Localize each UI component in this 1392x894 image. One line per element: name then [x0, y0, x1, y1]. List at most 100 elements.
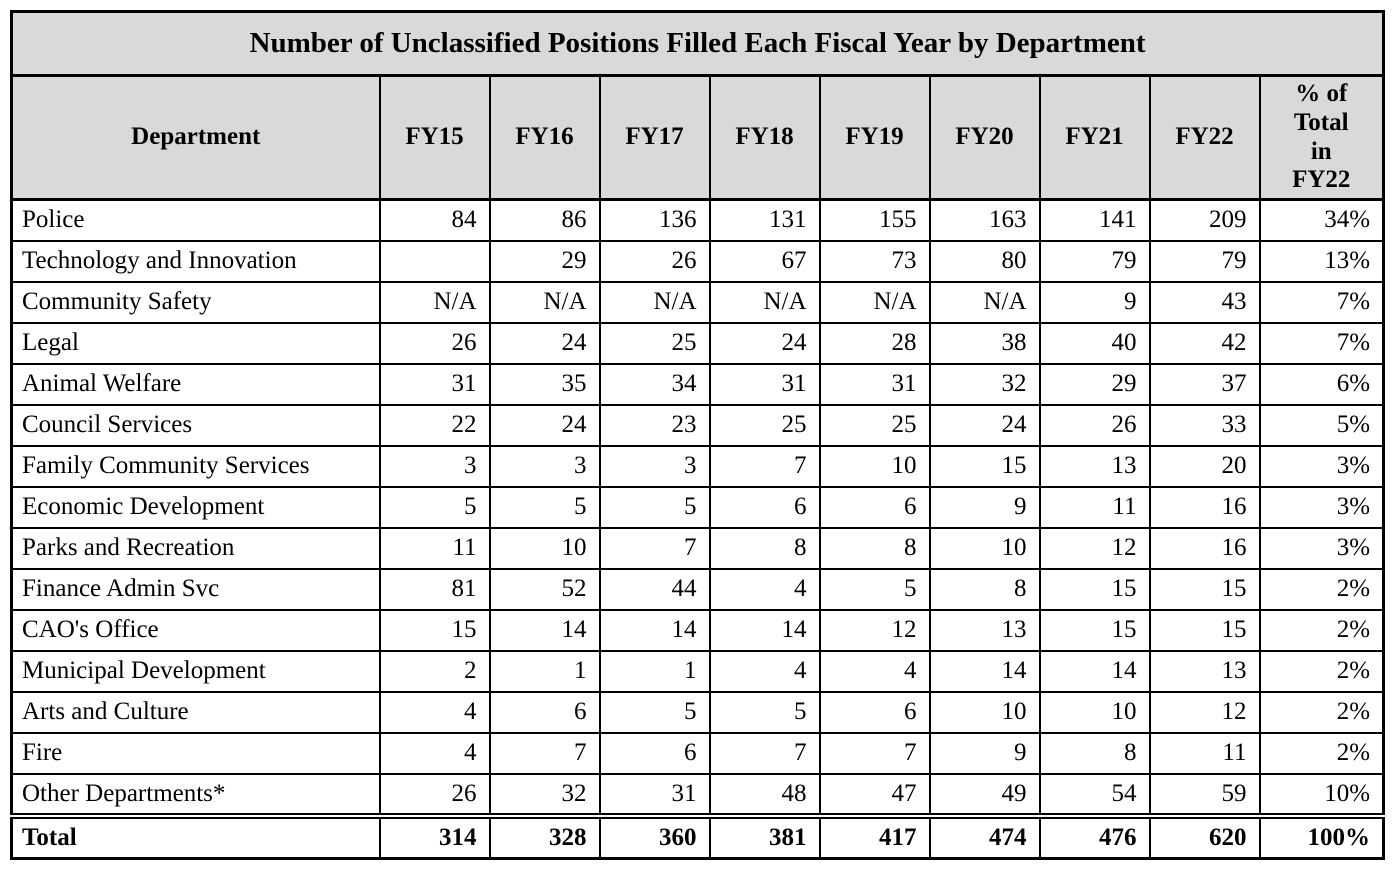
value-cell: 28 — [818, 321, 931, 365]
total-value-cell: 381 — [708, 812, 821, 859]
value-cell: 6 — [818, 690, 931, 734]
value-cell: 14 — [708, 608, 821, 652]
total-label-cell: Total — [10, 812, 381, 859]
total-value-cell: 360 — [598, 812, 711, 859]
value-cell: 25 — [818, 403, 931, 447]
value-cell: 15 — [1148, 567, 1261, 611]
value-cell: 33 — [1148, 403, 1261, 447]
value-cell: 5 — [818, 567, 931, 611]
department-cell: Finance Admin Svc — [10, 567, 381, 611]
value-cell: 12 — [1148, 690, 1261, 734]
value-cell: 52 — [488, 567, 601, 611]
table-row: Community Safety N/A N/A N/A N/A N/A N/A 9 43 7% — [10, 280, 1385, 324]
value-cell: 9 — [928, 485, 1041, 529]
value-cell: 86 — [488, 198, 601, 242]
table-row: Other Departments* 26 32 31 48 47 49 54 59 10% — [10, 772, 1385, 817]
value-cell: 10 — [928, 690, 1041, 734]
table-row: Technology and Innovation 29 26 67 73 80 79 79 1… — [10, 239, 1385, 283]
value-cell: 141 — [1038, 198, 1151, 242]
table-row: Economic Development 5 5 5 6 6 9 11 16 3% — [10, 485, 1385, 529]
value-cell: N/A — [598, 280, 711, 324]
value-cell: N/A — [488, 280, 601, 324]
value-cell: 32 — [488, 772, 601, 817]
header-row: Department FY15 FY16 FY17 FY18 FY19 FY20 FY21 FY… — [10, 74, 1385, 201]
value-cell: 6 — [488, 690, 601, 734]
total-value-cell: 314 — [378, 812, 491, 859]
col-header-pct-of-total: % of Total in FY22 — [1258, 74, 1385, 201]
value-cell: 81 — [378, 567, 491, 611]
value-cell — [378, 239, 491, 283]
department-cell: Parks and Recreation — [10, 526, 381, 570]
table-total: Total 314 328 360 381 417 474 476 620 100% — [10, 812, 1385, 859]
value-cell: 31 — [818, 362, 931, 406]
department-cell: Other Departments* — [10, 772, 381, 817]
value-cell: 42 — [1148, 321, 1261, 365]
table-title: Number of Unclassified Positions Filled … — [11, 11, 1384, 77]
value-cell: 3 — [598, 444, 711, 488]
value-cell: 9 — [1038, 280, 1151, 324]
value-cell: N/A — [708, 280, 821, 324]
value-cell: 2% — [1258, 731, 1385, 775]
value-cell: 22 — [378, 403, 491, 447]
value-cell: 4 — [708, 649, 821, 693]
value-cell: 25 — [598, 321, 711, 365]
department-cell: Arts and Culture — [10, 690, 381, 734]
col-header-fiscal-year: FY19 — [818, 74, 931, 201]
col-header-fiscal-year: FY20 — [928, 74, 1041, 201]
value-cell: 4 — [378, 690, 491, 734]
value-cell: 5% — [1258, 403, 1385, 447]
table-row: Fire 4 7 6 7 7 9 8 11 2% — [10, 731, 1385, 775]
value-cell: 155 — [818, 198, 931, 242]
value-cell: 31 — [598, 772, 711, 817]
value-cell: 1 — [598, 649, 711, 693]
value-cell: 13 — [1148, 649, 1261, 693]
value-cell: 14 — [1038, 649, 1151, 693]
value-cell: 67 — [708, 239, 821, 283]
value-cell: 48 — [708, 772, 821, 817]
value-cell: N/A — [378, 280, 491, 324]
total-value-cell: 620 — [1148, 812, 1261, 859]
value-cell: 15 — [1038, 608, 1151, 652]
value-cell: 1 — [488, 649, 601, 693]
total-value-cell: 474 — [928, 812, 1041, 859]
value-cell: 2% — [1258, 608, 1385, 652]
table-row: Arts and Culture 4 6 5 5 6 10 10 12 2% — [10, 690, 1385, 734]
table-row: Municipal Development 2 1 1 4 4 14 14 13 2% — [10, 649, 1385, 693]
value-cell: 7% — [1258, 321, 1385, 365]
value-cell: 79 — [1148, 239, 1261, 283]
value-cell: 6 — [818, 485, 931, 529]
value-cell: N/A — [928, 280, 1041, 324]
value-cell: 13% — [1258, 239, 1385, 283]
value-cell: 8 — [818, 526, 931, 570]
col-header-fiscal-year: FY17 — [598, 74, 711, 201]
value-cell: 40 — [1038, 321, 1151, 365]
department-cell: Economic Development — [10, 485, 381, 529]
table-row: Family Community Services 3 3 3 7 10 15 13 20 3% — [10, 444, 1385, 488]
total-row: Total 314 328 360 381 417 474 476 620 100% — [10, 812, 1385, 859]
col-header-fiscal-year: FY22 — [1148, 74, 1261, 201]
table-row: Animal Welfare 31 35 34 31 31 32 29 37 6% — [10, 362, 1385, 406]
value-cell: 25 — [708, 403, 821, 447]
value-cell: 11 — [1038, 485, 1151, 529]
value-cell: 13 — [1038, 444, 1151, 488]
value-cell: 14 — [598, 608, 711, 652]
value-cell: 15 — [928, 444, 1041, 488]
table-row: Legal 26 24 25 24 28 38 40 42 7% — [10, 321, 1385, 365]
value-cell: 37 — [1148, 362, 1261, 406]
value-cell: 5 — [378, 485, 491, 529]
value-cell: 23 — [598, 403, 711, 447]
value-cell: 2% — [1258, 567, 1385, 611]
department-cell: Technology and Innovation — [10, 239, 381, 283]
value-cell: 26 — [378, 321, 491, 365]
value-cell: 29 — [488, 239, 601, 283]
value-cell: 12 — [1038, 526, 1151, 570]
value-cell: 11 — [1148, 731, 1261, 775]
total-value-cell: 417 — [818, 812, 931, 859]
value-cell: 38 — [928, 321, 1041, 365]
value-cell: 2% — [1258, 649, 1385, 693]
value-cell: 15 — [378, 608, 491, 652]
value-cell: 6 — [598, 731, 711, 775]
value-cell: 26 — [1038, 403, 1151, 447]
value-cell: 15 — [1038, 567, 1151, 611]
